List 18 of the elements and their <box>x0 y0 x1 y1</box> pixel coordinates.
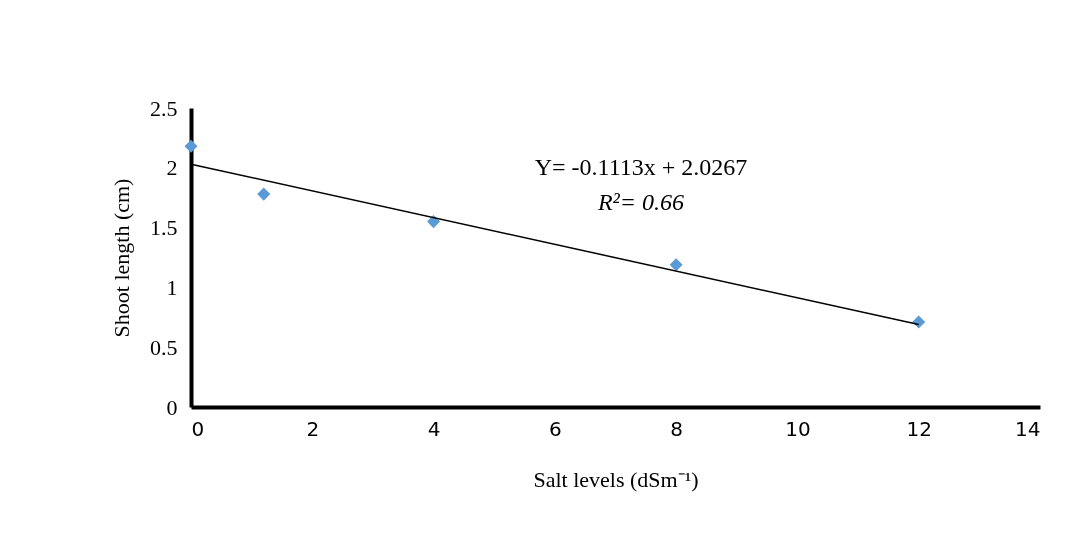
x-tick-label: 12 <box>906 416 932 441</box>
x-tick-label: 4 <box>427 416 441 441</box>
x-tick-label: 8 <box>670 416 684 441</box>
y-tick-label: 0 <box>166 394 178 420</box>
x-tick-label: 10 <box>785 416 811 441</box>
x-tick-label: 0 <box>191 416 205 441</box>
y-tick-label: 2.5 <box>150 95 178 121</box>
x-axis-title: Salt levels (dSm⁻¹) <box>533 466 699 492</box>
annotation: Y= -0.1113x + 2.0267 <box>534 154 748 180</box>
y-tick-label: 1 <box>166 274 178 300</box>
annotation: R²= 0.66 <box>596 189 684 215</box>
y-tick-label: 1.5 <box>150 215 178 241</box>
y-tick-label: 2 <box>166 155 178 181</box>
x-tick-label: 2 <box>306 416 320 441</box>
x-tick-label: 14 <box>1015 416 1041 441</box>
y-axis-title: Shoot length (cm) <box>109 178 134 338</box>
x-tick-label: 6 <box>548 416 562 441</box>
y-tick-label: 0.5 <box>150 334 178 360</box>
